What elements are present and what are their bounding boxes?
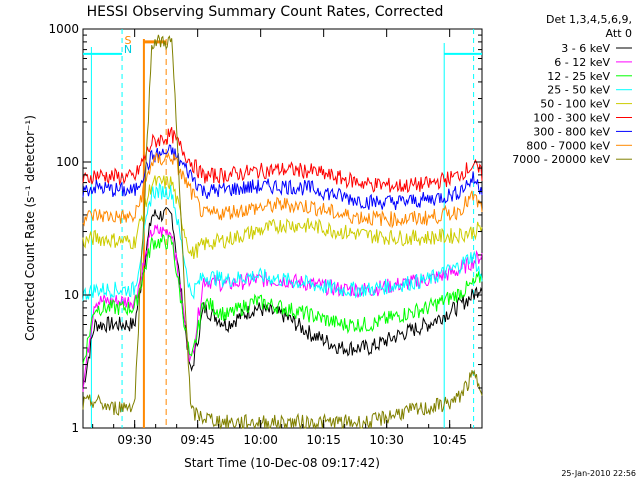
legend-label: 12 - 25 keV (547, 70, 610, 83)
series-line-0 (82, 206, 483, 389)
night-marker-label: N (124, 43, 132, 56)
legend-label: 50 - 100 keV (540, 98, 610, 111)
y-tick-label: 1000 (48, 22, 79, 36)
chart-title: HESSI Observing Summary Count Rates, Cor… (87, 4, 444, 20)
generation-timestamp: 25-Jan-2010 22:56 (561, 469, 636, 478)
x-tick-label: 09:30 (117, 433, 152, 447)
legend-label: 25 - 50 keV (547, 84, 610, 97)
x-tick-label: 09:45 (180, 433, 215, 447)
series-line-8 (82, 34, 483, 430)
series-line-1 (82, 223, 483, 392)
series-line-6 (82, 144, 483, 210)
y-axis-ticks: 1 10 100 1000 (48, 22, 482, 435)
x-axis-ticks: 09:30 09:45 10:00 10:15 10:30 10:45 (92, 29, 472, 447)
series-line-2 (82, 233, 483, 364)
saa-marker-label: S (125, 34, 132, 47)
series-line-7 (82, 151, 483, 229)
x-tick-label: 10:45 (432, 433, 467, 447)
y-tick-label: 100 (56, 155, 79, 169)
x-tick-label: 10:00 (243, 433, 278, 447)
legend-label: 7000 - 20000 keV (512, 153, 610, 166)
legend-label: 800 - 7000 keV (526, 139, 610, 152)
legend-header-detectors: Det 1,3,4,5,6,9, (546, 13, 632, 26)
y-axis-label: Corrected Count Rate (s⁻¹ detector⁻¹) (23, 115, 37, 341)
legend-header-attenuator: Att 0 (606, 27, 632, 40)
series-line-3 (82, 182, 483, 302)
legend-label: 3 - 6 keV (561, 42, 610, 55)
x-tick-label: 10:30 (369, 433, 404, 447)
x-axis-label: Start Time (10-Dec-08 09:17:42) (184, 456, 380, 470)
x-tick-label: 10:15 (306, 433, 341, 447)
series-layer (82, 34, 483, 430)
y-tick-label: 1 (71, 421, 79, 435)
series-line-5 (82, 127, 483, 194)
y-tick-label: 10 (64, 288, 79, 302)
legend-label: 100 - 300 keV (533, 112, 610, 125)
legend-label: 300 - 800 keV (533, 125, 610, 138)
series-line-4 (82, 175, 483, 259)
legend-label: 6 - 12 keV (554, 56, 610, 69)
